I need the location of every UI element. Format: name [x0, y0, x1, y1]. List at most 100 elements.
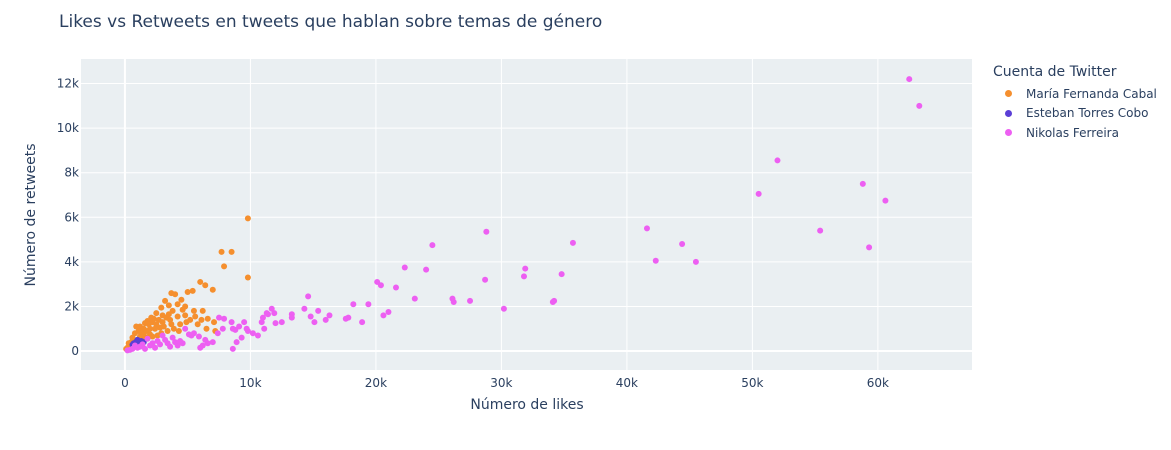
data-point[interactable] — [165, 311, 172, 318]
data-point[interactable] — [315, 307, 322, 314]
data-point[interactable] — [182, 325, 189, 332]
data-point[interactable] — [249, 330, 256, 337]
data-point[interactable] — [365, 301, 372, 308]
data-point[interactable] — [268, 305, 275, 312]
data-point[interactable] — [221, 315, 228, 322]
data-point[interactable] — [184, 288, 191, 295]
data-point[interactable] — [233, 339, 240, 346]
data-point[interactable] — [140, 331, 147, 338]
data-point[interactable] — [162, 297, 169, 304]
data-point[interactable] — [162, 336, 169, 343]
data-point[interactable] — [866, 244, 873, 251]
data-point[interactable] — [500, 305, 507, 312]
data-point[interactable] — [164, 327, 171, 334]
data-point[interactable] — [679, 241, 686, 248]
data-point[interactable] — [261, 325, 268, 332]
data-point[interactable] — [254, 332, 261, 339]
data-point[interactable] — [182, 312, 189, 319]
data-point[interactable] — [241, 319, 248, 326]
data-point[interactable] — [152, 344, 159, 351]
data-point[interactable] — [305, 293, 312, 300]
data-point[interactable] — [243, 325, 250, 332]
data-point[interactable] — [307, 313, 314, 320]
data-point[interactable] — [429, 242, 436, 249]
data-point[interactable] — [192, 313, 199, 320]
data-point[interactable] — [177, 321, 184, 328]
data-point[interactable] — [142, 345, 149, 352]
data-point[interactable] — [187, 316, 194, 323]
data-point[interactable] — [906, 76, 913, 83]
series-nikolas-ferreira[interactable] — [124, 76, 923, 354]
data-point[interactable] — [158, 304, 165, 311]
data-point[interactable] — [214, 330, 221, 337]
data-point[interactable] — [197, 278, 204, 285]
data-point[interactable] — [258, 319, 265, 326]
data-point[interactable] — [179, 306, 186, 313]
data-point[interactable] — [350, 301, 357, 308]
data-point[interactable] — [401, 264, 408, 271]
legend-item-nikolas-ferreira[interactable]: Nikolas Ferreira — [993, 123, 1157, 143]
data-points[interactable] — [123, 76, 923, 354]
data-point[interactable] — [202, 282, 209, 289]
data-point[interactable] — [199, 307, 206, 314]
data-point[interactable] — [174, 301, 181, 308]
data-point[interactable] — [916, 102, 923, 109]
data-point[interactable] — [467, 297, 474, 304]
data-point[interactable] — [271, 310, 278, 317]
data-point[interactable] — [385, 309, 392, 316]
data-point[interactable] — [229, 325, 236, 332]
data-point[interactable] — [228, 319, 235, 326]
data-point[interactable] — [185, 331, 192, 338]
data-point[interactable] — [202, 336, 209, 343]
data-point[interactable] — [219, 325, 226, 332]
data-point[interactable] — [278, 319, 285, 326]
data-point[interactable] — [194, 321, 201, 328]
data-point[interactable] — [238, 334, 245, 341]
data-point[interactable] — [882, 197, 889, 204]
data-point[interactable] — [168, 321, 175, 328]
data-point[interactable] — [209, 286, 216, 293]
data-point[interactable] — [150, 315, 157, 322]
data-point[interactable] — [177, 338, 184, 345]
data-point[interactable] — [178, 296, 185, 303]
data-point[interactable] — [652, 257, 659, 264]
data-point[interactable] — [197, 344, 204, 351]
data-point[interactable] — [263, 310, 270, 317]
data-point[interactable] — [175, 327, 182, 334]
data-point[interactable] — [322, 316, 329, 323]
data-point[interactable] — [124, 347, 131, 354]
data-point[interactable] — [755, 190, 762, 197]
data-point[interactable] — [392, 284, 399, 291]
legend-item-maria-fernanda-cabal[interactable]: María Fernanda Cabal — [993, 84, 1157, 104]
data-point[interactable] — [558, 271, 565, 278]
data-point[interactable] — [195, 333, 202, 340]
data-point[interactable] — [221, 263, 228, 270]
data-point[interactable] — [157, 324, 164, 331]
data-point[interactable] — [359, 319, 366, 326]
data-point[interactable] — [170, 325, 177, 332]
data-point[interactable] — [482, 276, 489, 283]
data-point[interactable] — [189, 287, 196, 294]
data-point[interactable] — [131, 330, 138, 337]
data-point[interactable] — [133, 323, 140, 330]
data-point[interactable] — [165, 302, 172, 309]
data-point[interactable] — [483, 228, 490, 235]
data-point[interactable] — [153, 310, 160, 317]
data-point[interactable] — [244, 215, 251, 222]
data-point[interactable] — [144, 335, 151, 342]
data-point[interactable] — [190, 307, 197, 314]
data-point[interactable] — [218, 248, 225, 255]
data-point[interactable] — [154, 332, 161, 339]
data-point[interactable] — [569, 239, 576, 246]
data-point[interactable] — [549, 299, 556, 306]
data-point[interactable] — [643, 225, 650, 232]
data-point[interactable] — [228, 248, 235, 255]
data-point[interactable] — [145, 321, 152, 328]
data-point[interactable] — [301, 305, 308, 312]
data-point[interactable] — [172, 339, 179, 346]
data-point[interactable] — [211, 319, 218, 326]
data-point[interactable] — [288, 314, 295, 321]
data-point[interactable] — [244, 274, 251, 281]
data-point[interactable] — [311, 319, 318, 326]
